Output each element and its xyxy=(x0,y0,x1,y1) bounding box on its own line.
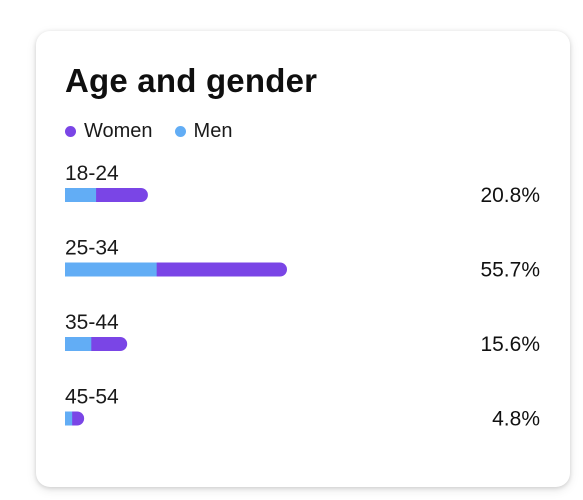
percentage-label: 4.8% xyxy=(492,408,540,431)
bar-segment-men xyxy=(65,337,92,351)
age-label: 45-54 xyxy=(65,386,119,409)
legend-label-women: Women xyxy=(84,119,153,142)
percentage-label: 55.7% xyxy=(480,259,540,282)
legend-label-men: Men xyxy=(193,119,233,142)
age-label: 35-44 xyxy=(65,311,119,334)
bar-segment-men xyxy=(65,188,97,202)
legend-swatch-men xyxy=(174,125,186,137)
age-gender-card: Age and gender Women Men 18-24 20.8% 25-34… xyxy=(36,31,570,487)
age-label: 18-24 xyxy=(65,162,119,185)
card-title: Age and gender xyxy=(65,62,318,99)
bar-segment-women xyxy=(84,337,128,351)
legend-item-men: Men xyxy=(174,119,233,143)
bar-segment-women xyxy=(149,262,287,277)
percentage-label: 20.8% xyxy=(480,184,540,207)
percentage-label: 15.6% xyxy=(480,333,540,356)
legend-swatch-women xyxy=(65,125,76,137)
legend-item-women: Women xyxy=(65,120,153,143)
bar-segment-women xyxy=(89,188,148,202)
legend: Women Men xyxy=(65,119,254,143)
age-gender-bar-chart: 18-24 20.8% 25-34 55.7% 35-44 15.6% 45-54 4.8% xyxy=(65,162,540,431)
age-label: 25-34 xyxy=(65,237,119,260)
bar-segment-men xyxy=(65,262,157,277)
bar-segment-men xyxy=(65,411,73,426)
